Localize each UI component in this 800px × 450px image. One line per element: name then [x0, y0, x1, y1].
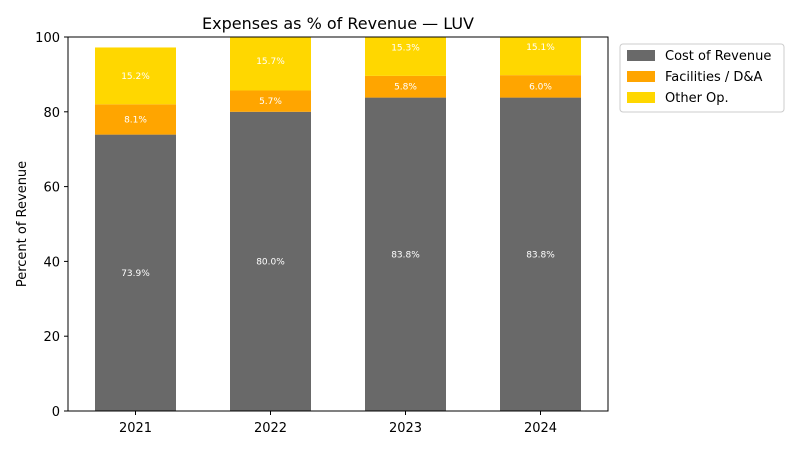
x-tick-label: 2024	[524, 421, 557, 436]
bar-value-label: 5.7%	[259, 97, 282, 107]
legend-swatch	[627, 50, 655, 61]
axes-layer: 2021 2022 2023 2024 0 20 40 60 80 100	[35, 31, 557, 436]
bar-segment	[230, 111, 311, 411]
bar-value-label: 83.8%	[391, 250, 420, 260]
bar-segment	[230, 37, 311, 91]
bars-layer	[95, 37, 581, 411]
legend-swatch	[627, 92, 655, 103]
legend: Cost of Revenue Facilities / D&A Other Op.	[619, 43, 785, 113]
bar-segment	[500, 97, 581, 411]
bar-value-label: 15.1%	[526, 43, 555, 53]
bar-value-label: 8.1%	[124, 115, 147, 125]
bar-value-label: 15.7%	[256, 57, 285, 67]
x-tick-label: 2023	[389, 421, 422, 436]
bar-segment	[500, 37, 581, 76]
plot-frame	[67, 36, 609, 412]
bar-segment	[365, 37, 446, 76]
bar-value-label: 80.0%	[256, 257, 285, 267]
bar-segment	[365, 75, 446, 98]
bar-segment	[365, 97, 446, 411]
legend-frame	[619, 43, 785, 113]
legend-label: Other Op.	[665, 91, 729, 106]
bar-value-label: 5.8%	[394, 83, 417, 93]
bar-value-label: 83.8%	[526, 250, 555, 260]
x-tick-label: 2021	[119, 421, 152, 436]
y-tick-label: 80	[43, 106, 60, 121]
bar-value-label: 73.9%	[121, 269, 150, 279]
bar-segment	[230, 90, 311, 112]
chart-title: Expenses as % of Revenue — LUV	[202, 14, 474, 33]
segment-labels-layer: 73.9% 8.1% 15.2% 80.0% 5.7% 15.7% 83.8% 5.8% 15.…	[121, 43, 555, 279]
bar-value-label: 15.2%	[121, 72, 150, 82]
legend-label: Cost of Revenue	[665, 49, 771, 64]
bar-segment	[500, 75, 581, 98]
y-tick-label: 60	[43, 181, 60, 196]
bar-value-label: 6.0%	[529, 82, 552, 92]
y-tick-label: 100	[35, 31, 60, 46]
y-axis-title: Percent of Revenue	[15, 161, 30, 287]
legend-label: Facilities / D&A	[665, 70, 763, 85]
y-tick-label: 0	[52, 405, 60, 420]
x-tick-label: 2022	[254, 421, 287, 436]
bar-segment	[95, 134, 176, 411]
bar-value-label: 15.3%	[391, 43, 420, 53]
legend-swatch	[627, 71, 655, 82]
bar-segment	[95, 104, 176, 135]
y-tick-label: 40	[43, 255, 60, 270]
y-tick-label: 20	[43, 330, 60, 345]
bar-segment	[95, 47, 176, 105]
